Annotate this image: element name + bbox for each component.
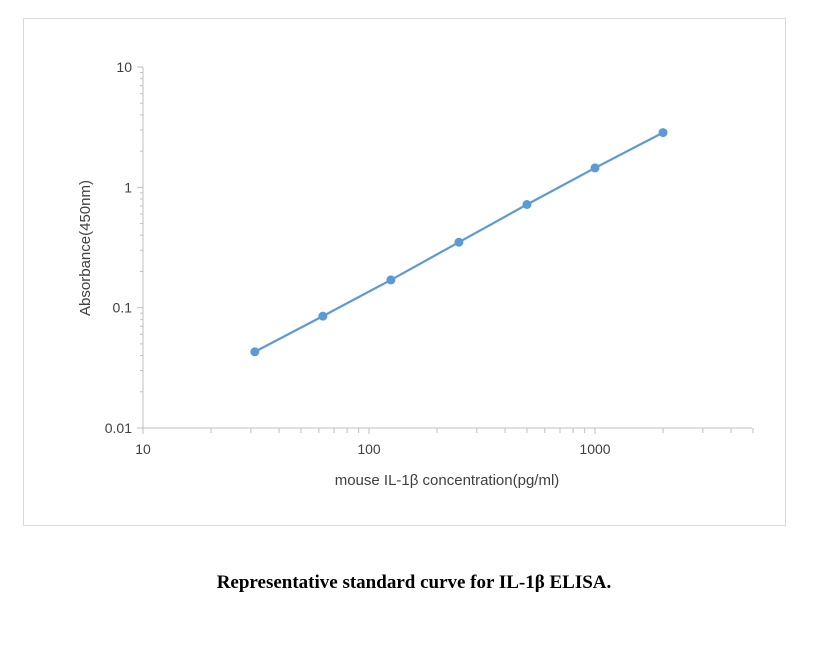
data-point xyxy=(250,347,260,357)
x-tick-label: 10 xyxy=(135,441,151,457)
data-point xyxy=(658,128,668,138)
data-point xyxy=(386,275,396,285)
x-tick-label: 100 xyxy=(357,441,381,457)
y-minor-ticks xyxy=(137,66,143,429)
y-tick-labels: 0.01 0.1 1 10 xyxy=(105,59,132,436)
y-tick-label: 1 xyxy=(124,179,132,195)
x-minor-ticks xyxy=(142,428,754,434)
chart-plot: 10 100 1000 0.01 0.1 1 10 mouse IL-1β concent… xyxy=(77,59,754,489)
chart-area: 10 100 1000 0.01 0.1 1 10 mouse IL-1β concent… xyxy=(23,18,786,526)
x-tick-label: 1000 xyxy=(579,441,610,457)
x-tick-labels: 10 100 1000 xyxy=(135,441,611,457)
y-axis-title: Absorbance(450nm) xyxy=(77,180,94,316)
axes: 10 100 1000 0.01 0.1 1 10 xyxy=(105,59,754,457)
y-tick-label: 0.1 xyxy=(113,300,133,316)
figure-caption: Representative standard curve for IL-1β … xyxy=(216,572,612,593)
data-point xyxy=(454,237,464,247)
series-layer xyxy=(250,128,668,357)
data-point xyxy=(318,311,328,321)
data-point xyxy=(590,163,600,173)
y-tick-label: 0.01 xyxy=(105,420,132,436)
data-point xyxy=(522,200,532,210)
y-tick-label: 10 xyxy=(116,59,132,75)
x-axis-title: mouse IL-1β concentration(pg/ml) xyxy=(335,472,560,489)
